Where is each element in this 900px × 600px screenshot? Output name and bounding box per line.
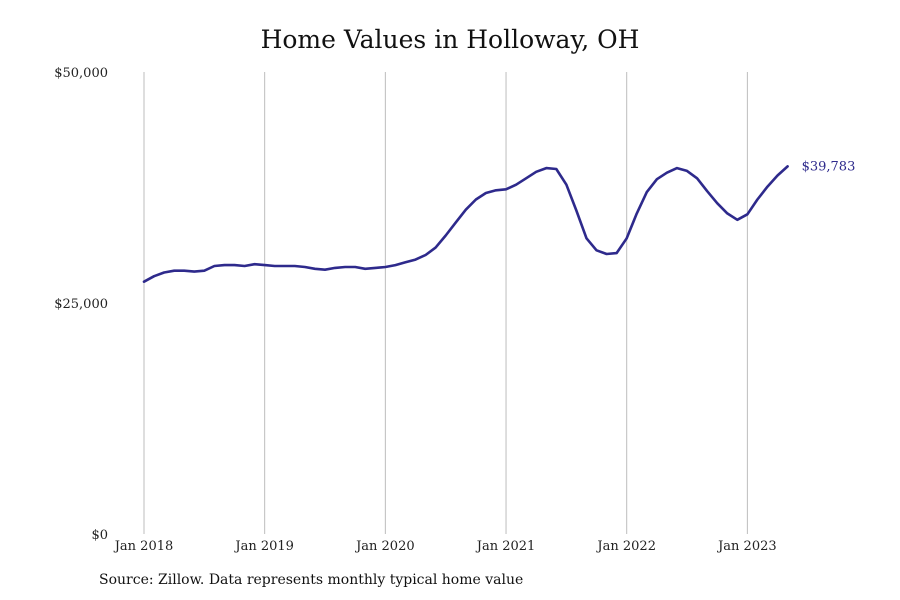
y-tick-label: $50,000 bbox=[54, 66, 108, 81]
y-tick-label: $25,000 bbox=[54, 297, 108, 312]
gridlines bbox=[143, 72, 748, 534]
y-tick-label: $0 bbox=[91, 528, 108, 543]
x-tick-label: Jan 2018 bbox=[113, 539, 174, 554]
x-tick-label: Jan 2019 bbox=[233, 539, 294, 554]
x-tick-label: Jan 2021 bbox=[475, 539, 536, 554]
chart-title: Home Values in Holloway, OH bbox=[260, 25, 640, 54]
x-tick-label: Jan 2023 bbox=[716, 539, 777, 554]
annotation-layer: $39,783 bbox=[802, 159, 856, 174]
y-axis: $0 $25,000 $50,000 bbox=[54, 66, 108, 543]
series-line bbox=[142, 165, 789, 284]
x-axis: Jan 2018 Jan 2019 Jan 2020 Jan 2021 Jan 2022… bbox=[113, 539, 777, 554]
last-value-label: $39,783 bbox=[802, 159, 856, 174]
series-layer bbox=[142, 165, 789, 284]
x-tick-label: Jan 2020 bbox=[354, 539, 415, 554]
chart-source-note: Source: Zillow. Data represents monthly … bbox=[99, 572, 524, 588]
x-tick-label: Jan 2022 bbox=[595, 539, 656, 554]
